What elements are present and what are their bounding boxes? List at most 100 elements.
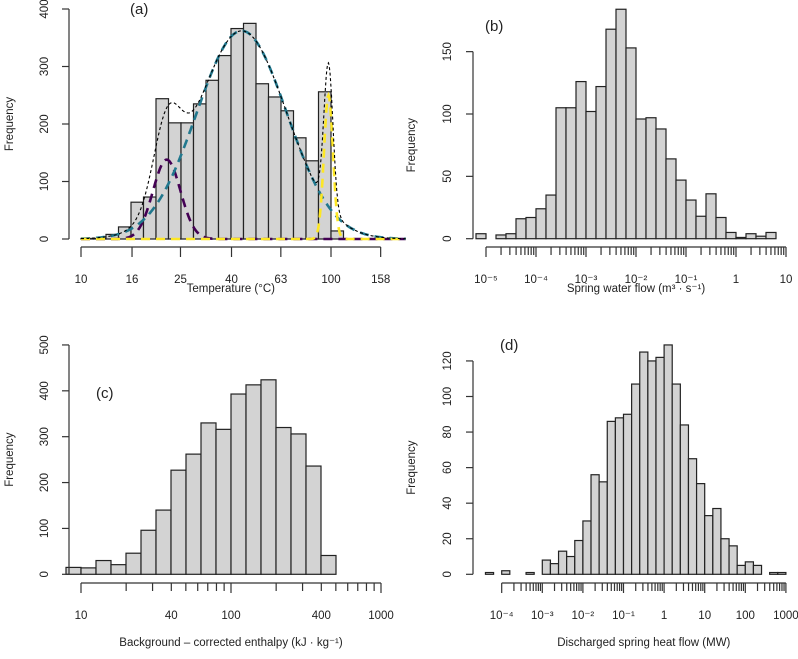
histogram-bar — [725, 231, 737, 240]
y-tick-label: 0 — [442, 571, 454, 577]
histogram-bar — [320, 554, 337, 575]
histogram-bar — [595, 85, 607, 240]
histogram-bar — [140, 529, 157, 575]
x-tick-label: 40 — [165, 610, 178, 622]
y-tick-label: 0 — [39, 236, 51, 242]
x-axis-title: Temperature (°C) — [187, 283, 275, 295]
histogram-bar — [170, 469, 187, 575]
histogram-bar — [525, 571, 535, 575]
histogram-bar — [217, 54, 232, 240]
histogram-bar — [735, 236, 747, 240]
histogram-bar — [765, 231, 777, 240]
x-tick-label: 10 — [698, 610, 711, 622]
y-tick-label: 50 — [442, 170, 454, 183]
histogram-bar — [614, 417, 625, 575]
histogram-bar — [110, 564, 127, 575]
histogram-bar — [752, 564, 763, 575]
x-tick-label: 10⁻³ — [575, 274, 598, 286]
panel-b: 0 50 100 150 10⁻⁵ 10⁻⁴ 10⁻³ 10⁻² 10⁻¹ 1 10 Spring w… — [406, 8, 793, 295]
y-tick-label: 120 — [442, 351, 454, 370]
histogram-bar — [625, 47, 637, 240]
histogram-bar — [598, 481, 608, 575]
histogram-bar — [631, 383, 641, 575]
histogram-bar — [582, 520, 592, 575]
histogram-bar — [575, 80, 587, 240]
histogram-bar — [505, 233, 517, 240]
panel-label: (a) — [130, 1, 148, 18]
histogram-bar — [679, 424, 690, 575]
y-tick-label: 80 — [442, 426, 454, 439]
histogram-bar — [501, 570, 511, 575]
panel-label: (c) — [96, 385, 114, 402]
x-axis-title: Background – corrected enthalpy (kJ · kg… — [119, 637, 343, 649]
histogram-bar — [585, 110, 597, 240]
x-tick-label: 1000 — [368, 610, 394, 622]
histogram-bar — [515, 218, 527, 240]
histogram-bar — [606, 420, 616, 575]
histogram-bar — [728, 545, 738, 575]
histogram-bar — [125, 552, 142, 575]
histogram-bar — [167, 122, 182, 240]
y-tick-label: 100 — [442, 104, 454, 123]
x-tick-label: 10 — [75, 274, 88, 286]
x-tick-label: 16 — [126, 274, 139, 286]
histogram-bar — [200, 422, 217, 575]
y-tick-label: 500 — [39, 335, 51, 354]
x-tick-label: 10⁻¹ — [675, 274, 698, 286]
histogram-bar — [95, 559, 112, 575]
x-axis-title: Spring water flow (m³ · s⁻¹) — [567, 283, 706, 295]
y-axis-title: Frequency — [406, 440, 418, 495]
histogram-bar — [704, 515, 714, 575]
histogram-bar — [736, 564, 746, 575]
histogram-bar — [655, 128, 667, 240]
y-tick-label: 100 — [442, 387, 454, 406]
histogram-bar — [574, 539, 584, 575]
histogram-bar — [675, 179, 687, 240]
histogram-bar — [535, 208, 547, 240]
panel-c: 0 100 200 300 400 500 10 40 100 400 1000 Background… — [4, 335, 394, 649]
x-tick-label: 63 — [274, 274, 287, 286]
histogram-bar — [647, 360, 657, 575]
histogram-bar — [566, 555, 576, 575]
x-tick-label: 158 — [371, 274, 390, 286]
histogram-bar — [305, 160, 320, 240]
x-tick-label: 10⁻² — [625, 274, 648, 286]
histogram-bar — [655, 356, 665, 575]
histogram-bar — [622, 413, 633, 575]
histogram-bar — [715, 216, 727, 240]
histogram-bar — [615, 8, 627, 240]
y-tick-label: 300 — [39, 57, 51, 76]
histogram-bar — [205, 79, 220, 240]
panel-d: 0 20 40 60 80 100 120 10⁻⁴ 10⁻³ 10⁻² 10⁻¹ 1 10 100 100… — [406, 337, 798, 649]
histogram-bar — [755, 235, 767, 240]
histogram-bar — [687, 458, 698, 575]
histogram-bar — [215, 428, 232, 575]
x-tick-label: 100 — [736, 610, 755, 622]
histogram-bar — [525, 216, 537, 240]
histogram-bar — [260, 379, 277, 575]
histogram-bar — [65, 566, 82, 575]
histogram-bar — [745, 233, 757, 240]
x-tick-label: 10 — [780, 274, 793, 286]
y-axis-title: Frequency — [4, 432, 16, 487]
histogram-bar — [330, 230, 345, 240]
x-tick-label: 10⁻⁵ — [474, 274, 498, 286]
x-tick-label: 25 — [174, 274, 187, 286]
histogram-bar — [663, 344, 673, 575]
mixture-total-curve — [81, 30, 406, 240]
x-tick-label: 10⁻¹ — [612, 610, 635, 622]
histogram-bar — [495, 234, 507, 240]
histogram-bar — [695, 483, 706, 575]
histogram-bar — [712, 507, 722, 575]
histogram-bar — [185, 453, 202, 575]
x-tick-label: 1000 — [773, 610, 798, 622]
histogram-bar — [541, 559, 552, 575]
histogram-bar — [590, 474, 600, 575]
histogram-bar — [155, 98, 170, 240]
y-axis-title: Frequency — [4, 97, 16, 152]
histogram-bar — [275, 426, 292, 575]
histogram-bar — [605, 28, 617, 240]
histogram-bar — [705, 193, 717, 240]
histogram-bar — [255, 83, 270, 240]
